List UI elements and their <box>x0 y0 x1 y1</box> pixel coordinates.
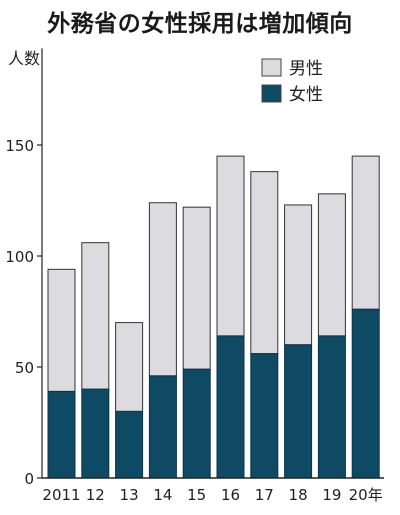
x-tick-label-17: 17 <box>255 486 274 504</box>
x-tick-label-12: 12 <box>86 486 105 504</box>
x-tick-label-19: 19 <box>322 486 341 504</box>
bar-female-17 <box>250 353 279 479</box>
y-tick-label: 150 <box>5 137 34 155</box>
y-axis-ticks: 0 50 100 150 <box>5 137 42 488</box>
legend-label-男性: 男性 <box>289 59 323 79</box>
legend-swatch-男性 <box>261 58 282 77</box>
bars-group <box>47 155 380 479</box>
bar-male-12 <box>81 242 110 390</box>
bar-male-20年 <box>351 155 380 310</box>
bar-female-20年 <box>351 308 380 479</box>
bar-female-12 <box>81 388 110 479</box>
chart-title: 外務省の女性採用は増加傾向 <box>47 11 353 37</box>
bar-male-2011 <box>47 268 76 392</box>
bar-female-2011 <box>47 390 76 479</box>
x-tick-label-13: 13 <box>120 486 139 504</box>
bar-male-15 <box>182 206 211 370</box>
x-axis-tick-labels: 2011 12 13 14 15 16 17 18 19 20年 <box>42 486 382 504</box>
bar-female-18 <box>284 344 313 479</box>
bar-female-15 <box>182 368 211 479</box>
x-tick-label-16: 16 <box>221 486 240 504</box>
x-tick-label-15: 15 <box>187 486 206 504</box>
y-tick-label: 0 <box>24 470 34 488</box>
x-tick-label-14: 14 <box>153 486 172 504</box>
legend-label-女性: 女性 <box>289 85 323 105</box>
bar-female-13 <box>115 410 144 479</box>
bar-female-16 <box>216 335 245 479</box>
y-axis-label: 人数 <box>8 49 40 68</box>
y-tick-label: 50 <box>15 359 34 377</box>
bar-male-17 <box>250 171 279 355</box>
bar-male-14 <box>148 202 177 377</box>
y-tick-label: 100 <box>5 248 34 266</box>
x-tick-label-2011: 2011 <box>42 486 80 504</box>
bar-female-19 <box>317 335 346 479</box>
bar-male-18 <box>284 204 313 346</box>
legend-swatch-女性 <box>261 84 282 103</box>
bar-male-19 <box>317 193 346 337</box>
x-tick-label-20年: 20年 <box>349 486 383 504</box>
bar-male-13 <box>115 322 144 412</box>
bar-male-16 <box>216 155 245 337</box>
bar-female-14 <box>148 375 177 479</box>
x-tick-label-18: 18 <box>289 486 308 504</box>
